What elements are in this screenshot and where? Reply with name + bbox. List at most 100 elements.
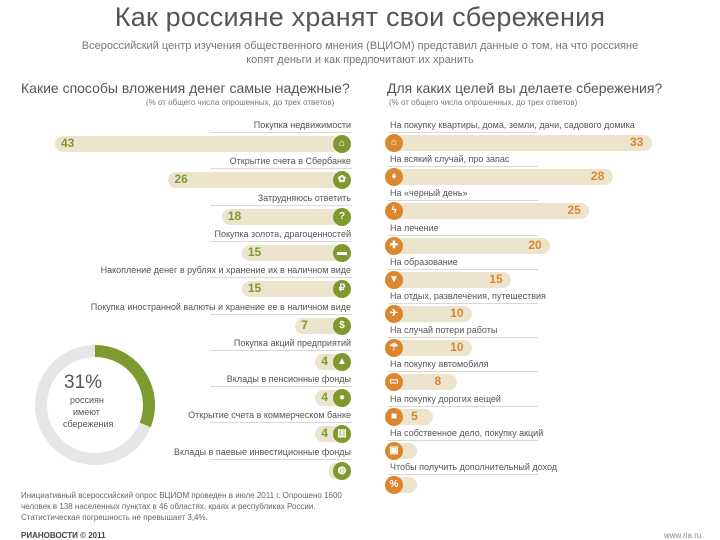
- right-row-divider-0: [388, 132, 538, 133]
- right-row-divider-9: [388, 439, 538, 441]
- right-bar-6: [394, 340, 473, 357]
- right-bar-4: [394, 271, 512, 288]
- lightning-icon: ϟ: [385, 202, 403, 221]
- left-bar-label-7: Вклады в пенсионные фонды: [226, 374, 351, 385]
- umbrella-icon: ☂: [385, 339, 403, 358]
- right-bar-8: [394, 408, 434, 425]
- ruble-icon: ₽: [333, 280, 351, 299]
- globe-icon: ◍: [333, 461, 351, 480]
- left-bar-value-1: 26: [174, 172, 188, 187]
- right-bar-value-3: 20: [528, 237, 542, 252]
- right-bar-label-9: На собственное дело, покупку акций: [390, 427, 544, 438]
- left-bar-5: [295, 317, 342, 334]
- left-bar-1: [168, 172, 342, 189]
- left-bar-4: [241, 281, 342, 298]
- house-icon: ⌂: [333, 135, 351, 153]
- right-bar-3: [394, 237, 551, 254]
- right-row-divider-4: [388, 268, 538, 270]
- right-bar-label-4: На образование: [390, 256, 458, 267]
- right-bar-label-2: На «черный день»: [390, 188, 468, 199]
- right-bar-5: [394, 306, 473, 322]
- plane-icon: ✈: [385, 305, 403, 323]
- percent-icon: %: [385, 476, 403, 494]
- footnote: Инициативный всероссийский опрос ВЦИОМ п…: [21, 491, 342, 522]
- medical-cross-icon: ✚: [385, 236, 403, 255]
- left-bar-label-2: Затрудняюсь ответить: [257, 192, 351, 203]
- right-bar-7: [394, 374, 457, 391]
- factory-icon: ▲: [333, 352, 351, 371]
- graduation-icon: ▼: [385, 270, 403, 289]
- right-bar-label-8: На покупку дорогих вещей: [390, 393, 501, 404]
- right-bar-label-7: На покупку автомобиля: [390, 359, 489, 370]
- right-row-divider-1: [388, 166, 538, 168]
- right-row-divider-2: [388, 200, 538, 202]
- left-bar-value-0: 43: [61, 136, 75, 150]
- left-row-divider-9: [210, 458, 352, 460]
- right-bar-label-5: На отдых, развлечения, путешествия: [390, 291, 546, 301]
- right-bar-value-5: 10: [450, 306, 464, 320]
- right-bar-0: [394, 135, 652, 151]
- right-row-divider-7: [388, 371, 538, 373]
- right-chart-title: Для каких целей вы делаете сбережения?: [387, 80, 663, 96]
- right-bar-value-2: 25: [567, 203, 581, 218]
- gold-icon: ▬: [333, 243, 351, 262]
- left-bar-label-1: Открытие счета в Сбербанке: [229, 156, 351, 167]
- right-bar-label-3: На лечение: [390, 222, 439, 233]
- site-url: www.ria.ru: [664, 531, 702, 540]
- left-bar-value-8: 4: [321, 426, 328, 441]
- left-row-divider-0: [210, 132, 352, 133]
- right-bar-2: [394, 203, 590, 220]
- right-bar-value-6: 10: [450, 340, 464, 355]
- left-bar-label-5: Покупка иностранной валюты и хранение ее…: [90, 301, 351, 312]
- right-bar-label-1: На всякий случай, про запас: [390, 154, 510, 165]
- left-row-divider-1: [210, 168, 352, 170]
- bank-leaf-icon: ✿: [333, 171, 351, 190]
- left-bar-label-4: Накопление денег в рублях и хранение их …: [100, 265, 351, 276]
- right-bar-label-0: На покупку квартиры, дома, земли, дачи, …: [390, 120, 635, 130]
- left-chart-title: Какие способы вложения денег самые надеж…: [21, 80, 350, 96]
- right-bar-value-8: 5: [411, 408, 418, 423]
- right-bar-value-4: 15: [489, 271, 503, 286]
- left-row-divider-4: [210, 277, 352, 279]
- left-chart-note: (% от общего числа опрошенных, до трех о…: [146, 98, 335, 107]
- left-bar-3: [241, 244, 342, 261]
- right-bar-value-1: 28: [590, 169, 605, 184]
- piggy-icon: ●: [333, 389, 351, 408]
- question-icon: ?: [333, 207, 351, 226]
- left-row-divider-5: [210, 313, 352, 315]
- left-bar-label-9: Вклады в паевые инвестиционные фонды: [174, 446, 351, 457]
- donut-label-1: россиян: [70, 395, 104, 405]
- right-bar-1: [394, 169, 613, 186]
- house-icon: ⌂: [385, 134, 403, 152]
- car-icon: ▭: [385, 373, 403, 392]
- left-bar-value-7: 4: [321, 390, 328, 405]
- right-bar-value-0: 33: [630, 135, 644, 149]
- right-bar-value-7: 8: [434, 374, 442, 389]
- page-title: Как россияне хранят свои сбережения: [114, 2, 606, 32]
- left-row-divider-3: [210, 240, 352, 242]
- subtitle-line-2: копят деньги и как предпочитают их храни…: [246, 54, 474, 66]
- donut-percent: 31%: [64, 372, 103, 393]
- left-bar-value-5: 7: [301, 317, 308, 332]
- dollar-icon: $: [333, 316, 351, 335]
- gift-icon: ■: [385, 407, 403, 426]
- donut-label-3: сбережения: [63, 419, 114, 429]
- bag-icon: ♦: [385, 168, 403, 187]
- left-bar-0: [55, 136, 342, 152]
- savings-donut: [35, 345, 155, 465]
- right-row-divider-10: [388, 474, 538, 475]
- left-row-divider-2: [210, 204, 352, 206]
- right-bar-label-6: На случай потери работы: [390, 325, 498, 336]
- left-row-divider-7: [210, 386, 352, 388]
- left-bar-value-3: 15: [247, 244, 262, 259]
- briefcase-icon: ▣: [385, 441, 403, 460]
- right-row-divider-5: [388, 303, 538, 304]
- donut-value-arc: [94, 345, 155, 428]
- right-chart-note: (% от общего числа опрошенных, до трех о…: [389, 98, 578, 107]
- bank-building-icon: ▥: [333, 425, 351, 444]
- left-bar-value-2: 18: [227, 208, 242, 223]
- left-row-divider-8: [210, 422, 352, 424]
- left-row-divider-6: [210, 349, 352, 351]
- right-row-divider-6: [388, 337, 538, 339]
